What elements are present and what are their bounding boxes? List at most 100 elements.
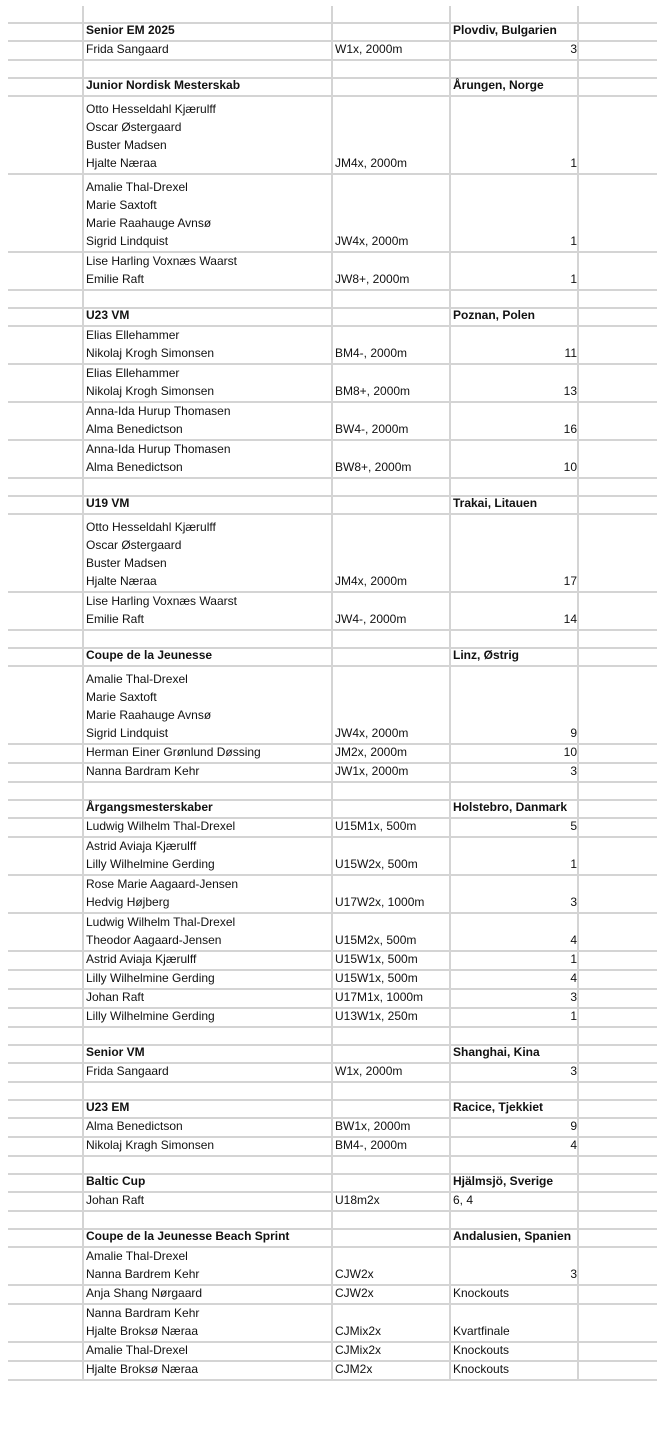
result-cell[interactable]: 3 [570,1064,577,1078]
blank-row[interactable] [8,1028,657,1046]
rowers-cell[interactable]: Anja Shang Nørgaard [86,1284,331,1302]
table-row[interactable]: Ludwig Wilhelm Thal-Drexel U15M1x, 500m 5 [8,819,657,838]
section-title-row[interactable]: U23 VM Poznan, Polen [8,308,657,327]
section-title-row[interactable]: Coupe de la Jeunesse Beach Sprint Andalus… [8,1229,657,1248]
table-row[interactable]: Hjalte Broksø Næraa CJM2x Knockouts [8,1362,657,1381]
result-cell[interactable]: Knockouts [453,1343,510,1357]
table-row[interactable]: Nanna Bardram Kehr JW1x, 2000m 3 [8,764,657,783]
boat-class-cell[interactable]: CJW2x [335,1286,374,1300]
result-cell[interactable]: 1 [570,156,577,170]
table-row[interactable]: Astrid Aviaja Kjærulff Lilly Wilhelmine G… [8,838,657,876]
rowers-cell[interactable]: Elias Ellehammer Nikolaj Krogh Simonsen [86,364,331,400]
table-row[interactable]: Anja Shang Nørgaard CJW2x Knockouts [8,1286,657,1305]
table-row[interactable]: Otto Hesseldahl Kjærulff Oscar Østergaard… [8,515,657,593]
rowers-cell[interactable]: Ludwig Wilhelm Thal-Drexel [86,817,331,835]
rowers-cell[interactable]: Amalie Thal-Drexel Marie Saxtoft Marie Raa… [86,670,331,742]
boat-class-cell[interactable]: BW1x, 2000m [335,1119,411,1133]
table-row[interactable]: Elias Ellehammer Nikolaj Krogh Simonsen BM… [8,365,657,403]
result-cell[interactable]: Knockouts [453,1286,510,1300]
boat-class-cell[interactable]: JW4-, 2000m [335,612,407,626]
rowers-cell[interactable]: Rose Marie Aagaard-Jensen Hedvig Højberg [86,875,331,911]
result-cell[interactable]: 1 [570,234,577,248]
boat-class-cell[interactable]: JW4x, 2000m [335,234,409,248]
table-row[interactable]: Johan Raft U17M1x, 1000m 3 [8,990,657,1009]
rowers-cell[interactable]: Amalie Thal-Drexel [86,1341,331,1359]
section-title-row[interactable]: U19 VM Trakai, Litauen [8,496,657,515]
rowers-cell[interactable]: Anna-Ida Hurup Thomasen Alma Benedictson [86,402,331,438]
table-row[interactable]: Johan Raft U18m2x 6, 4 [8,1193,657,1212]
rowers-cell[interactable]: Herman Einer Grønlund Døssing [86,743,331,761]
boat-class-cell[interactable]: W1x, 2000m [335,42,403,56]
section-title-row[interactable]: Senior EM 2025 Plovdiv, Bulgarien [8,23,657,42]
boat-class-cell[interactable]: BW4-, 2000m [335,422,409,436]
blank-row[interactable] [8,1212,657,1230]
blank-row[interactable] [8,1157,657,1175]
result-cell[interactable]: 1 [570,1009,577,1023]
rowers-cell[interactable]: Lise Harling Voxnæs Waarst Emilie Raft [86,592,331,628]
rowers-cell[interactable]: Johan Raft [86,1191,331,1209]
section-title-row[interactable]: Senior VM Shanghai, Kina [8,1045,657,1064]
table-row[interactable]: Amalie Thal-Drexel CJMix2x Knockouts [8,1343,657,1362]
result-cell[interactable]: 11 [564,346,577,360]
blank-row[interactable] [8,479,657,497]
blank-row[interactable] [8,631,657,649]
rowers-cell[interactable]: Nikolaj Kragh Simonsen [86,1136,331,1154]
boat-class-cell[interactable]: U15M1x, 500m [335,819,417,833]
section-title-row[interactable]: Årgangsmesterskaber Holstebro, Danmark [8,800,657,819]
boat-class-cell[interactable]: U13W1x, 250m [335,1009,418,1023]
result-cell[interactable]: 16 [563,422,577,436]
boat-class-cell[interactable]: U17W2x, 1000m [335,895,425,909]
boat-class-cell[interactable]: JW1x, 2000m [335,764,409,778]
boat-class-cell[interactable]: U15W2x, 500m [335,857,418,871]
boat-class-cell[interactable]: U17M1x, 1000m [335,990,424,1004]
table-row[interactable]: Frida Sangaard W1x, 2000m 3 [8,1064,657,1083]
result-cell[interactable]: 9 [570,726,577,740]
table-row[interactable]: Amalie Thal-Drexel Nanna Bardrem Kehr CJW2… [8,1248,657,1286]
result-cell[interactable]: 1 [570,272,577,286]
boat-class-cell[interactable]: U15W1x, 500m [335,971,418,985]
rowers-cell[interactable]: Astrid Aviaja Kjærulff Lilly Wilhelmine G… [86,837,331,873]
result-cell[interactable]: 3 [570,895,577,909]
boat-class-cell[interactable]: JW8+, 2000m [335,272,410,286]
boat-class-cell[interactable]: U18m2x [335,1193,380,1207]
result-cell[interactable]: 3 [570,42,577,56]
blank-row[interactable] [8,61,657,79]
result-cell[interactable]: 14 [563,612,577,626]
boat-class-cell[interactable]: CJW2x [335,1267,374,1281]
boat-class-cell[interactable]: CJM2x [335,1362,373,1376]
rowers-cell[interactable]: Otto Hesseldahl Kjærulff Oscar Østergaard… [86,100,331,172]
table-row[interactable]: Lilly Wilhelmine Gerding U15W1x, 500m 4 [8,971,657,990]
rowers-cell[interactable]: Alma Benedictson [86,1117,331,1135]
boat-class-cell[interactable]: JM4x, 2000m [335,574,408,588]
boat-class-cell[interactable]: CJMix2x [335,1343,382,1357]
table-row[interactable]: Herman Einer Grønlund Døssing JM2x, 2000m… [8,745,657,764]
boat-class-cell[interactable]: JW4x, 2000m [335,726,409,740]
table-row[interactable]: Ludwig Wilhelm Thal-Drexel Theodor Aagaar… [8,914,657,952]
table-row[interactable]: Nikolaj Kragh Simonsen BM4-, 2000m 4 [8,1138,657,1157]
table-row[interactable]: Rose Marie Aagaard-Jensen Hedvig Højberg U… [8,876,657,914]
result-cell[interactable]: Kvartfinale [453,1324,510,1338]
rowers-cell[interactable]: Frida Sangaard [86,40,331,58]
table-row[interactable]: Amalie Thal-Drexel Marie Saxtoft Marie Raa… [8,175,657,253]
result-cell[interactable]: 5 [570,819,577,833]
table-row[interactable]: Lise Harling Voxnæs Waarst Emilie Raft JW8… [8,253,657,291]
boat-class-cell[interactable]: U15W1x, 500m [335,952,418,966]
rowers-cell[interactable]: Amalie Thal-Drexel Nanna Bardrem Kehr [86,1247,331,1283]
rowers-cell[interactable]: Lilly Wilhelmine Gerding [86,969,331,987]
rowers-cell[interactable]: Nanna Bardram Kehr Hjalte Broksø Næraa [86,1304,331,1340]
blank-row[interactable] [8,1083,657,1101]
rowers-cell[interactable]: Astrid Aviaja Kjærulff [86,950,331,968]
rowers-cell[interactable]: Otto Hesseldahl Kjærulff Oscar Østergaard… [86,518,331,590]
result-cell[interactable]: 3 [570,990,577,1004]
blank-row[interactable] [8,783,657,801]
boat-class-cell[interactable]: W1x, 2000m [335,1064,403,1078]
result-cell[interactable]: 1 [570,857,577,871]
section-title-row[interactable]: Coupe de la Jeunesse Linz, Østrig [8,648,657,667]
table-row[interactable]: Lise Harling Voxnæs Waarst Emilie Raft JW4… [8,593,657,631]
result-cell[interactable]: 1 [570,952,577,966]
section-title-row[interactable]: Baltic Cup Hjälmsjö, Sverige [8,1174,657,1193]
boat-class-cell[interactable]: U15M2x, 500m [335,933,417,947]
result-cell[interactable]: 9 [570,1119,577,1133]
rowers-cell[interactable]: Nanna Bardram Kehr [86,762,331,780]
boat-class-cell[interactable]: BM4-, 2000m [335,346,408,360]
